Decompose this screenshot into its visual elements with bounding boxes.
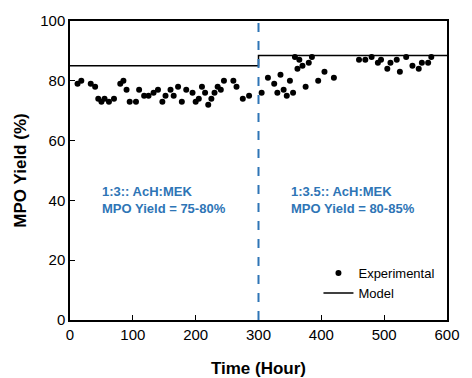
svg-text:100: 100	[120, 326, 145, 343]
svg-text:Model: Model	[358, 286, 394, 301]
svg-text:100: 100	[40, 12, 65, 29]
svg-text:80: 80	[49, 72, 66, 89]
svg-text:0: 0	[66, 326, 74, 343]
svg-text:MPO Yield (%): MPO Yield (%)	[11, 113, 30, 227]
svg-text:600: 600	[434, 326, 459, 343]
svg-text:40: 40	[49, 192, 66, 209]
svg-text:Experimental: Experimental	[358, 266, 434, 281]
svg-text:400: 400	[309, 326, 334, 343]
svg-text:300: 300	[246, 326, 271, 343]
svg-text:Time (Hour): Time (Hour)	[211, 359, 306, 378]
svg-text:1:3.5:: AcH:MEKMPO Yield = 80-: 1:3.5:: AcH:MEKMPO Yield = 80-85%	[291, 184, 415, 216]
svg-text:20: 20	[49, 251, 66, 268]
svg-text:200: 200	[183, 326, 208, 343]
svg-text:0: 0	[57, 311, 65, 328]
svg-text:500: 500	[372, 326, 397, 343]
svg-text:1:3:: AcH:MEKMPO Yield = 75-80: 1:3:: AcH:MEKMPO Yield = 75-80%	[102, 184, 226, 216]
svg-text:60: 60	[49, 132, 66, 149]
